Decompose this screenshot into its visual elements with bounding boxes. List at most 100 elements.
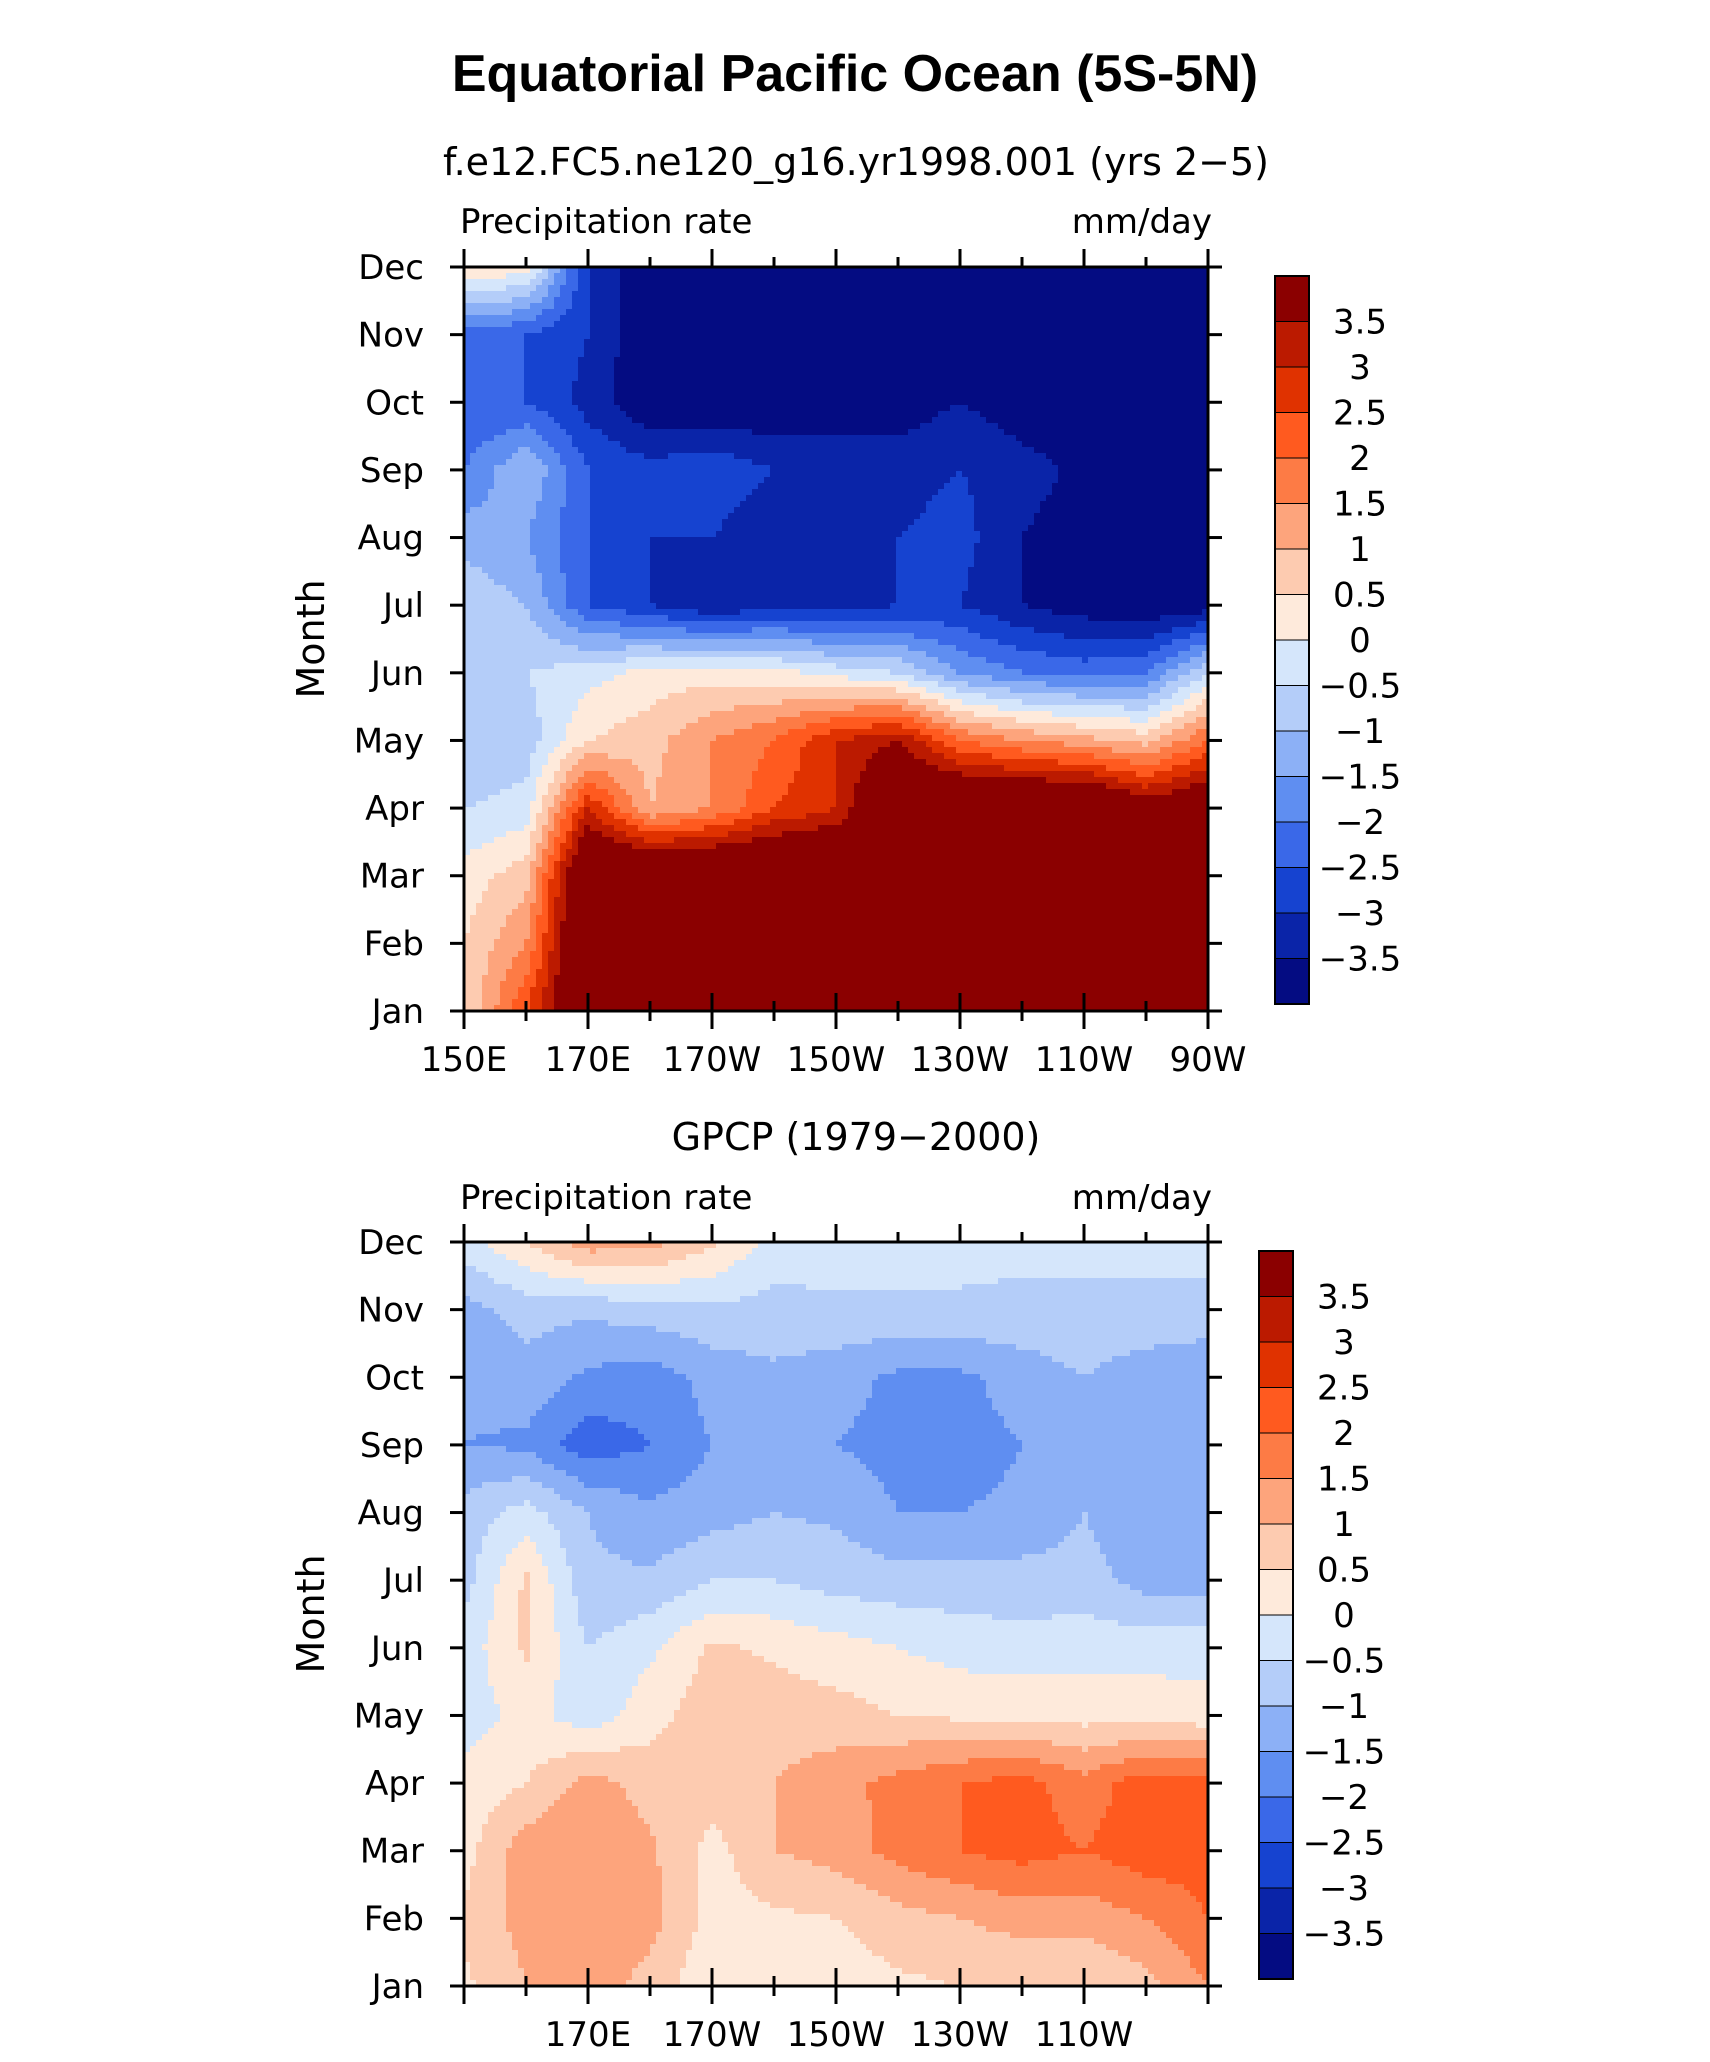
contour-cell [800, 1584, 1131, 1591]
contour-cell [464, 711, 537, 718]
contour-cell [992, 675, 1161, 682]
contour-cell [878, 1476, 1005, 1483]
contour-cell [494, 1608, 519, 1615]
contour-cell [854, 783, 1107, 790]
x-tick-label: 170E [545, 2015, 631, 2055]
contour-cell [662, 759, 711, 766]
contour-cell [488, 1530, 561, 1537]
contour-cell [890, 1962, 1143, 1969]
contour-cell [650, 1440, 711, 1447]
contour-cell [614, 363, 1209, 370]
contour-cell [902, 1902, 1113, 1909]
contour-cell [836, 753, 873, 760]
contour-cell [464, 1968, 471, 1975]
contour-cell [698, 1884, 747, 1891]
contour-cell [464, 1890, 507, 1897]
contour-cell [638, 711, 711, 718]
contour-cell [464, 561, 471, 568]
contour-cell [578, 1476, 687, 1483]
contour-cell [962, 1818, 1059, 1825]
contour-cell [626, 819, 645, 826]
contour-cell [878, 747, 909, 754]
contour-cell [1190, 747, 1209, 754]
contour-cell [464, 1680, 489, 1687]
contour-cell [872, 723, 903, 730]
contour-cell [542, 1404, 699, 1411]
contour-cell [590, 1248, 597, 1255]
contour-cell [626, 645, 663, 652]
contour-cell [482, 1824, 525, 1831]
contour-cell [788, 627, 969, 634]
contour-cell [464, 471, 495, 478]
colorbar-swatch [1274, 912, 1310, 960]
contour-cell [1082, 1722, 1089, 1729]
contour-cell [620, 327, 1209, 334]
contour-cell [572, 1578, 711, 1585]
contour-cell [464, 363, 525, 370]
contour-cell [560, 561, 591, 568]
contour-cell [938, 657, 987, 664]
contour-cell [992, 723, 1077, 730]
contour-cell [542, 717, 573, 724]
contour-cell [488, 573, 543, 580]
contour-cell [836, 795, 855, 802]
contour-cell [560, 615, 585, 622]
contour-cell [704, 1830, 723, 1837]
contour-cell [746, 801, 777, 808]
contour-cell [680, 1974, 927, 1981]
contour-cell [464, 1848, 477, 1855]
contour-cell [524, 345, 585, 352]
contour-cell [1130, 1956, 1191, 1963]
contour-cell [560, 315, 591, 322]
contour-cell [464, 1410, 537, 1417]
contour-cell [1094, 1530, 1209, 1537]
contour-cell [1064, 1830, 1095, 1837]
contour-cell [614, 675, 849, 682]
contour-cell [536, 819, 549, 826]
contour-cell [836, 801, 855, 808]
colorbar-swatch [1274, 594, 1310, 641]
contour-cell [464, 1962, 471, 1969]
contour-cell [530, 759, 549, 766]
contour-cell [896, 1602, 1209, 1609]
contour-cell [590, 531, 717, 538]
contour-cell [554, 1614, 579, 1621]
left-label: Precipitation rate [460, 1178, 752, 1218]
contour-cell [1196, 729, 1209, 736]
contour-cell [662, 1884, 699, 1891]
contour-cell [1130, 1866, 1209, 1873]
contour-cell [554, 1608, 579, 1615]
contour-cell [998, 1482, 1209, 1489]
contour-cell [548, 783, 561, 790]
contour-cell [464, 729, 543, 736]
contour-cell [572, 711, 639, 718]
contour-cell [578, 1620, 627, 1627]
contour-cell [986, 1392, 1209, 1399]
contour-cell [1022, 585, 1209, 592]
contour-cell [776, 1824, 873, 1831]
contour-cell [902, 705, 927, 712]
contour-cell [530, 1644, 561, 1651]
contour-cell [548, 981, 555, 988]
contour-cell [962, 1830, 1065, 1837]
contour-cell [530, 1626, 555, 1633]
contour-cell [464, 999, 483, 1006]
contour-cell [878, 1374, 981, 1381]
contour-cell [752, 723, 807, 730]
contour-cell [464, 501, 483, 508]
contour-cell [506, 1794, 561, 1801]
contour-cell [464, 1800, 501, 1807]
contour-cell [878, 1776, 993, 1783]
contour-cell [464, 1944, 513, 1951]
contour-cell [464, 1830, 483, 1837]
contour-cell [1058, 1854, 1101, 1861]
contour-cell [1100, 1854, 1209, 1861]
contour-cell [590, 285, 621, 292]
y-tick-label: Jan [370, 992, 424, 1032]
contour-cell [728, 831, 783, 838]
contour-cell [554, 993, 1209, 1000]
contour-cell [614, 825, 639, 832]
contour-cell [566, 729, 609, 736]
contour-cell [548, 597, 567, 604]
contour-cell [866, 1944, 1107, 1951]
